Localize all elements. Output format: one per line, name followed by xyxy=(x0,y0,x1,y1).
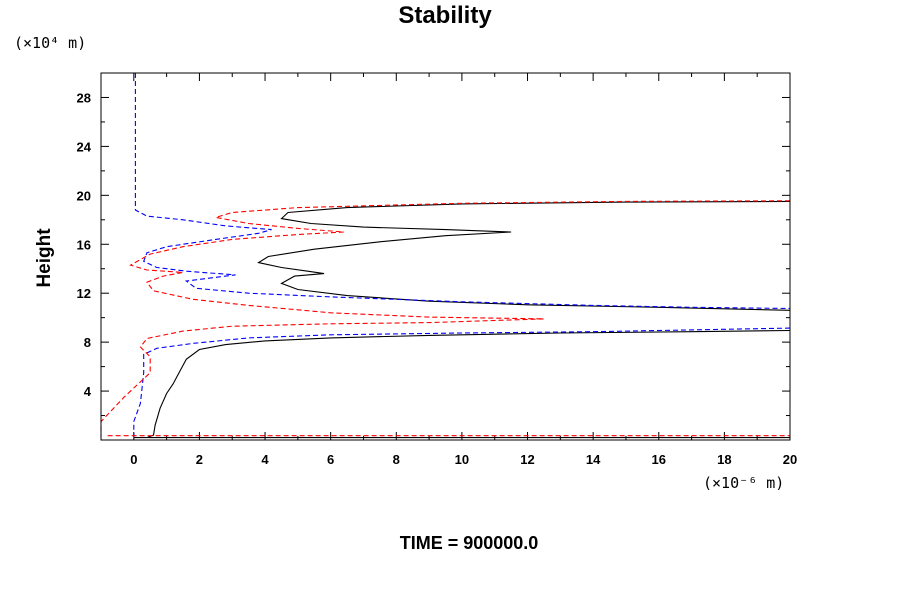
x-tick-label: 16 xyxy=(652,452,666,467)
x-tick-label: 14 xyxy=(586,452,601,467)
y-tick-label: 20 xyxy=(77,188,91,203)
x-tick-label: 4 xyxy=(261,452,269,467)
y-tick-label: 4 xyxy=(84,384,92,399)
y-tick-label: 24 xyxy=(77,139,92,154)
x-tick-label: 10 xyxy=(455,452,469,467)
y-tick-label: 16 xyxy=(77,237,91,252)
chart-title: Stability xyxy=(398,2,492,29)
y-unit-label: (×10⁴ m) xyxy=(14,34,86,52)
x-tick-label: 20 xyxy=(783,452,797,467)
y-tick-label: 12 xyxy=(77,286,91,301)
series-layer xyxy=(100,73,791,439)
y-axis-label: Height xyxy=(34,228,55,288)
series-line-1 xyxy=(133,200,791,439)
x-tick-label: 18 xyxy=(717,452,731,467)
y-tick-label: 8 xyxy=(84,335,91,350)
x-tick-label: 8 xyxy=(393,452,400,467)
x-tick-label: 0 xyxy=(130,452,137,467)
series-line-3 xyxy=(100,200,791,437)
x-tick-label: 6 xyxy=(327,452,334,467)
time-footer: TIME = 900000.0 xyxy=(400,533,539,553)
series-line-2 xyxy=(133,73,791,437)
x-tick-label: 2 xyxy=(196,452,203,467)
plot-frame xyxy=(100,72,791,441)
x-unit-label: (×10⁻⁶ m) xyxy=(703,474,784,492)
y-tick-label: 28 xyxy=(77,90,91,105)
x-tick-label: 12 xyxy=(520,452,534,467)
